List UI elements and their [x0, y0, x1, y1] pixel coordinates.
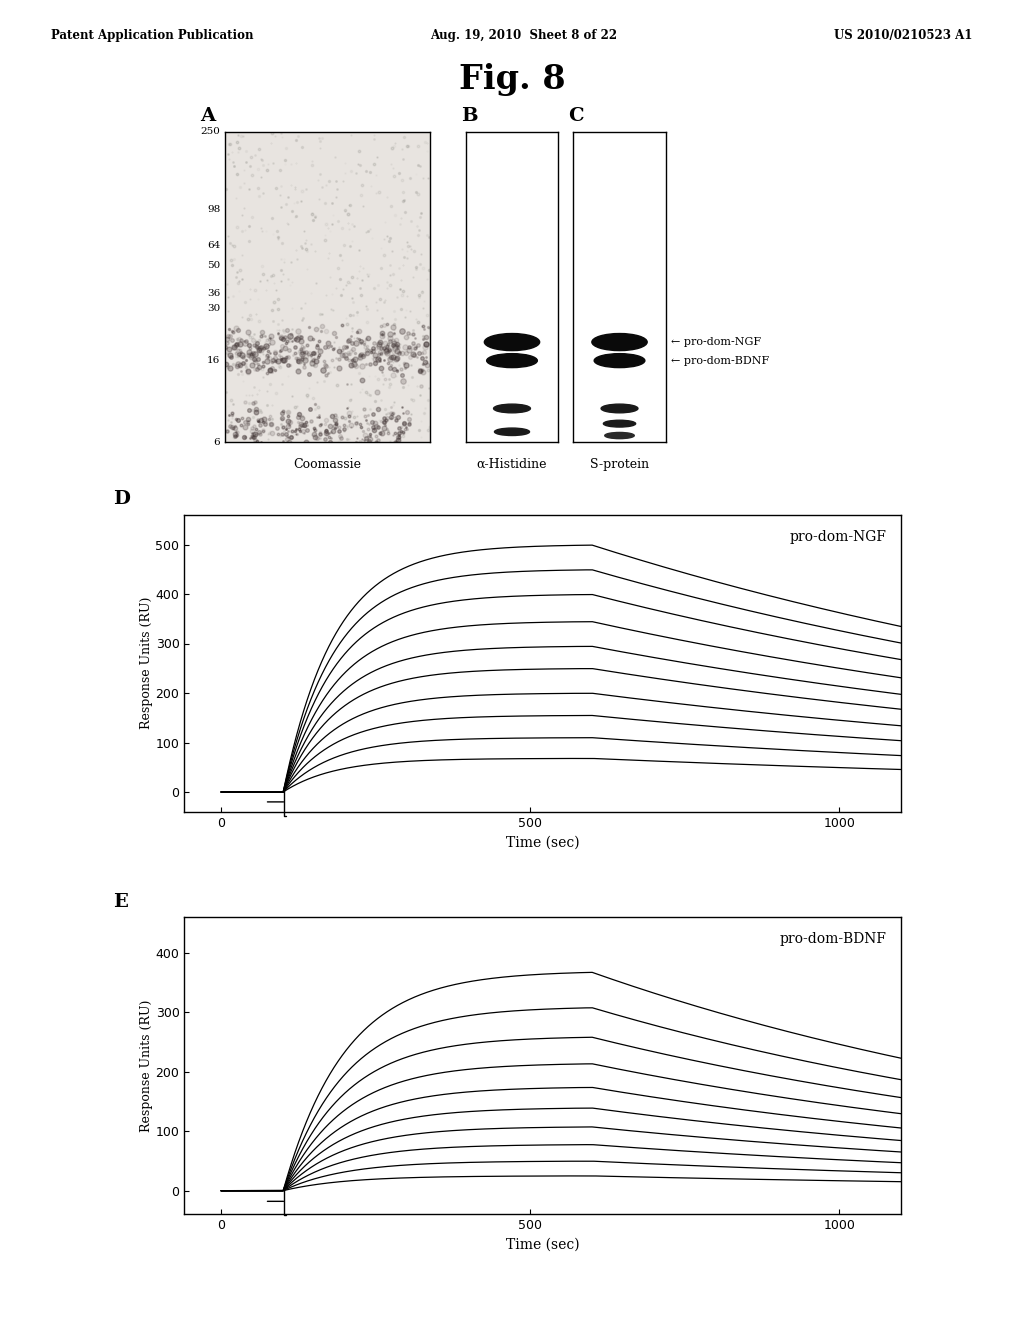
Text: 16: 16: [207, 356, 220, 366]
Text: US 2010/0210523 A1: US 2010/0210523 A1: [835, 29, 973, 42]
Ellipse shape: [486, 354, 538, 367]
Text: 250: 250: [201, 128, 220, 136]
Text: 64: 64: [207, 240, 220, 249]
Ellipse shape: [603, 420, 636, 428]
Text: 98: 98: [207, 206, 220, 214]
Text: α-Histidine: α-Histidine: [477, 458, 547, 471]
Text: B: B: [461, 107, 477, 125]
Ellipse shape: [605, 433, 634, 438]
Text: pro-dom-BDNF: pro-dom-BDNF: [780, 932, 887, 946]
Text: Aug. 19, 2010  Sheet 8 of 22: Aug. 19, 2010 Sheet 8 of 22: [430, 29, 617, 42]
Y-axis label: Response Units (RU): Response Units (RU): [140, 999, 153, 1133]
Text: Fig. 8: Fig. 8: [459, 63, 565, 96]
Text: 6: 6: [214, 438, 220, 446]
Y-axis label: Response Units (RU): Response Units (RU): [139, 597, 153, 730]
Text: A: A: [200, 107, 215, 125]
Text: 50: 50: [207, 261, 220, 271]
Text: C: C: [568, 107, 584, 125]
Text: 36: 36: [207, 289, 220, 298]
Ellipse shape: [601, 404, 638, 413]
Text: pro-dom-NGF: pro-dom-NGF: [790, 529, 887, 544]
Text: Patent Application Publication: Patent Application Publication: [51, 29, 254, 42]
Text: ← pro-dom-NGF: ← pro-dom-NGF: [671, 337, 761, 347]
Text: S-protein: S-protein: [590, 458, 649, 471]
Text: Coomassie: Coomassie: [294, 458, 361, 471]
Ellipse shape: [495, 428, 529, 436]
Ellipse shape: [594, 354, 645, 367]
X-axis label: Time (sec): Time (sec): [506, 1238, 580, 1251]
Ellipse shape: [484, 334, 540, 351]
Text: E: E: [113, 892, 128, 911]
Text: D: D: [113, 490, 130, 508]
Text: ← pro-dom-BDNF: ← pro-dom-BDNF: [671, 355, 769, 366]
Text: 30: 30: [207, 304, 220, 313]
X-axis label: Time (sec): Time (sec): [506, 836, 580, 849]
Ellipse shape: [494, 404, 530, 413]
Ellipse shape: [592, 334, 647, 351]
